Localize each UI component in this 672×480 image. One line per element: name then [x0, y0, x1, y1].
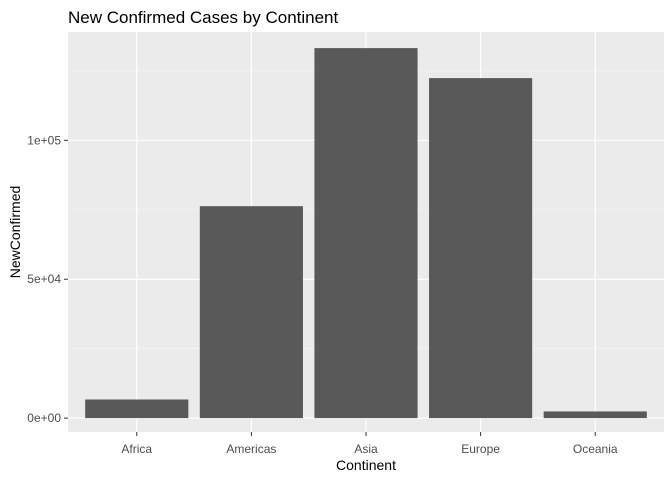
- bar-africa: [85, 399, 189, 419]
- bar-asia: [314, 48, 418, 419]
- bar-americas: [199, 206, 303, 419]
- bar-oceania: [543, 411, 647, 419]
- y-tick-label: 0e+00: [27, 411, 61, 425]
- chart-title: New Confirmed Cases by Continent: [68, 8, 339, 27]
- y-axis-title: NewConfirmed: [7, 186, 23, 279]
- bars: [85, 48, 647, 419]
- y-tick-label: 5e+04: [27, 272, 61, 286]
- x-tick-label: Africa: [121, 442, 152, 456]
- x-tick-label: Oceania: [573, 442, 618, 456]
- bar-europe: [429, 78, 533, 419]
- x-tick-label: Asia: [354, 442, 378, 456]
- x-axis-title: Continent: [336, 457, 396, 473]
- x-axis: Africa Americas Asia Europe Oceania: [121, 432, 618, 456]
- x-tick-label: Europe: [461, 442, 500, 456]
- x-tick-label: Americas: [226, 442, 276, 456]
- y-axis: 0e+00 5e+04 1e+05: [27, 133, 68, 425]
- y-tick-label: 1e+05: [27, 133, 61, 147]
